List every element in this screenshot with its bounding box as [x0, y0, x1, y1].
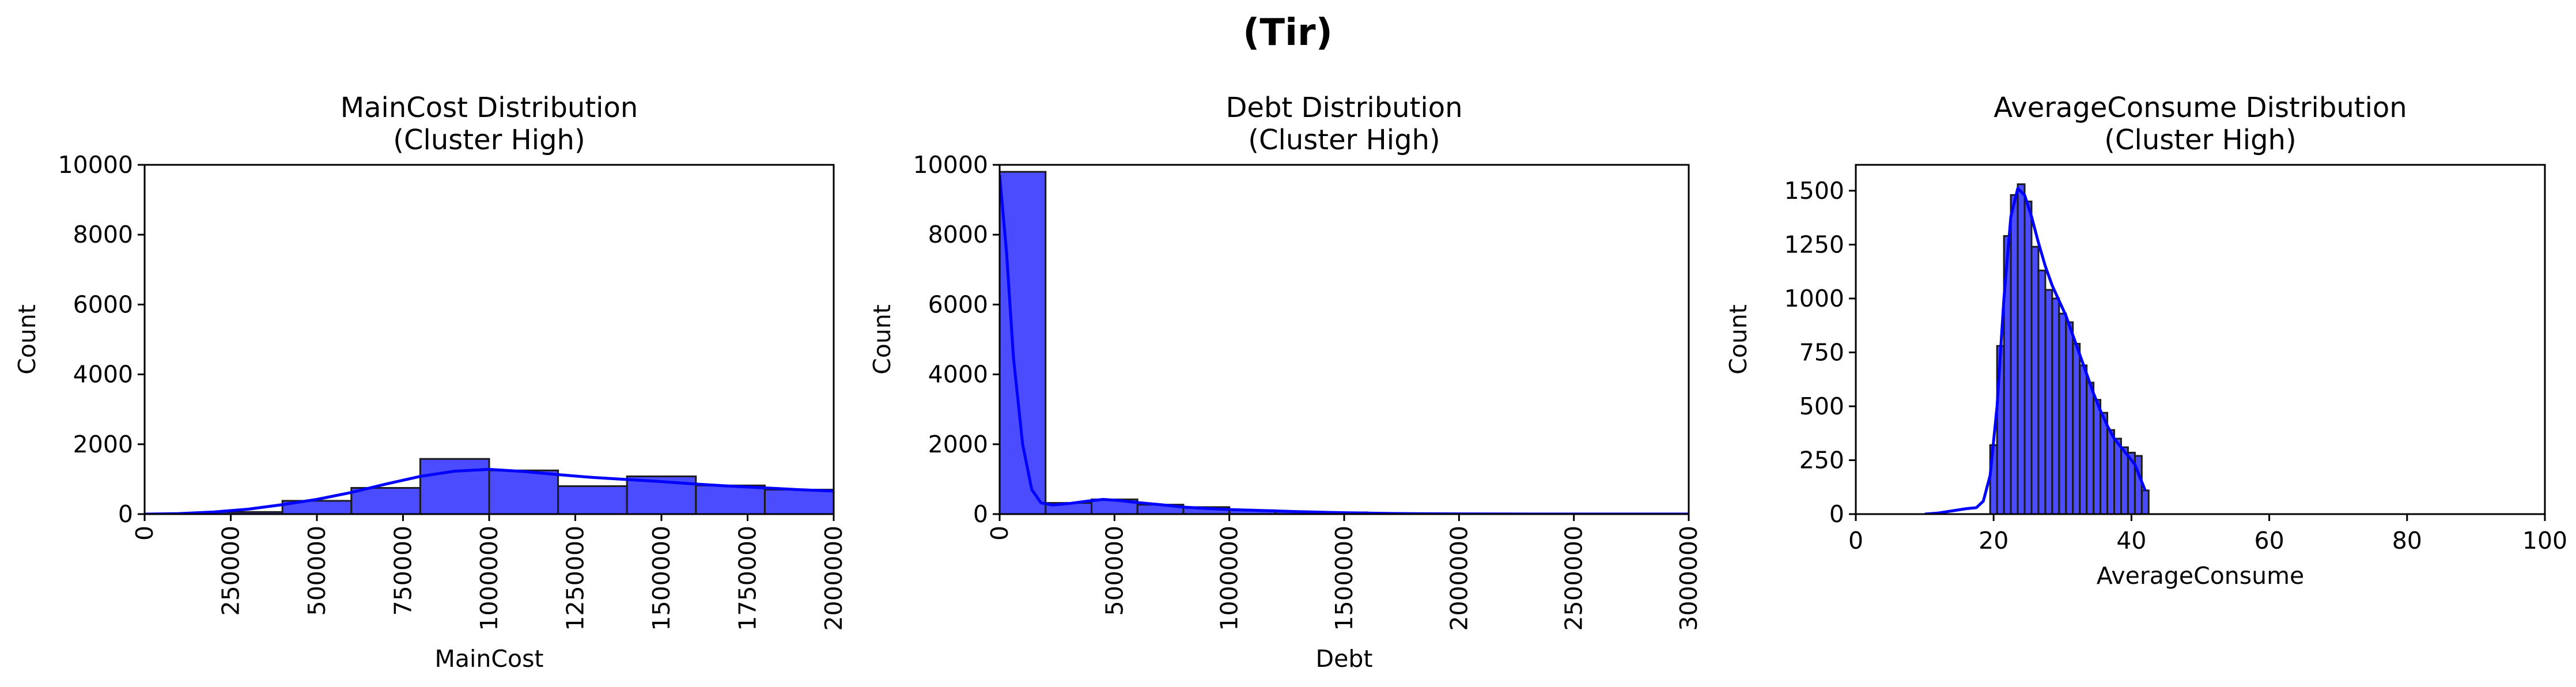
y-tick-label: 6000 — [73, 290, 133, 318]
x-tick-label: 0 — [131, 526, 158, 541]
y-tick-label: 250 — [1799, 446, 1844, 474]
x-tick-label: 80 — [2392, 527, 2422, 554]
plot-area — [1924, 183, 2150, 514]
histogram-bar — [2044, 289, 2053, 514]
x-tick-label: 100 — [2522, 527, 2567, 554]
histogram-bar — [2079, 364, 2088, 514]
histogram-bar — [2010, 194, 2019, 514]
y-tick-label: 500 — [1799, 392, 1844, 420]
y-tick-label: 0 — [973, 500, 988, 528]
x-tick-label: 2000000 — [1445, 526, 1473, 631]
y-tick-label: 6000 — [928, 290, 988, 318]
figure-title: (Tir) — [1243, 12, 1333, 54]
plot-area — [145, 458, 834, 514]
axes-frame — [998, 164, 1690, 515]
x-tick-label: 0 — [986, 526, 1013, 541]
histogram-bar — [2093, 399, 2102, 514]
histogram-bar — [419, 458, 490, 514]
histogram-bar — [2065, 321, 2074, 514]
x-tick-label: 1000000 — [475, 526, 503, 631]
chart-title-line: (Cluster High) — [2104, 124, 2296, 156]
y-tick-label: 8000 — [73, 221, 133, 248]
x-tick-label: 20 — [1979, 527, 2008, 554]
histogram-bar — [557, 485, 628, 514]
histogram-bar — [2106, 429, 2116, 514]
chart-3: AverageConsume Distribution(Cluster High… — [1724, 92, 2567, 590]
x-tick-label: 1250000 — [562, 526, 589, 631]
x-tick-label: 1500000 — [1330, 526, 1358, 631]
kde-line — [1924, 187, 2147, 514]
y-axis-label: Count — [868, 304, 896, 375]
histogram-bar — [2037, 269, 2047, 514]
chart-1: MainCost Distribution(Cluster High) 0 2000… — [13, 92, 848, 673]
x-axis-label: MainCost — [434, 645, 543, 673]
x-axis-label: AverageConsume — [2097, 562, 2305, 590]
y-tick-label: 8000 — [928, 221, 988, 248]
histogram-bar — [2140, 489, 2150, 514]
histogram-bar — [695, 484, 766, 514]
y-tick-label: 10000 — [913, 151, 988, 179]
y-axis-label: Count — [13, 304, 41, 375]
histogram-bar — [2086, 382, 2095, 514]
histogram-bar — [2023, 201, 2033, 514]
histogram-bar — [2072, 342, 2081, 514]
axes-frame — [1855, 164, 2546, 515]
x-tick-label: 500000 — [1100, 526, 1128, 616]
histogram-bar — [2113, 437, 2122, 514]
x-tick-label: 60 — [2255, 527, 2284, 554]
histogram-bar — [2058, 312, 2067, 514]
chart-2: Debt Distribution(Cluster High) 0 2000 4000… — [868, 92, 1703, 673]
y-tick-label: 0 — [118, 500, 133, 528]
x-tick-label: 2500000 — [1560, 526, 1588, 631]
histogram-bar — [488, 469, 559, 514]
y-axis-label: Count — [1724, 304, 1752, 375]
x-axis-label: Debt — [1316, 645, 1373, 673]
histogram-bar — [1000, 171, 1047, 514]
histogram-bar — [2100, 412, 2109, 514]
y-tick-label: 1250 — [1784, 231, 1844, 258]
x-tick-label: 1000000 — [1216, 526, 1243, 631]
chart-title-line: Debt Distribution — [1225, 92, 1462, 124]
plot-area — [1000, 171, 1689, 514]
y-tick-label: 4000 — [928, 361, 988, 388]
kde-line — [1000, 175, 1689, 514]
histogram-bar — [350, 487, 421, 514]
chart-panels: MainCost Distribution(Cluster High)02000… — [13, 92, 2567, 673]
y-tick-label: 750 — [1799, 338, 1844, 366]
x-tick-label: 3000000 — [1675, 526, 1703, 631]
y-tick-label: 1000 — [1784, 285, 1844, 312]
histogram-bar — [2017, 183, 2026, 514]
kde-line — [145, 467, 834, 514]
x-tick-label: 0 — [1848, 527, 1863, 554]
x-tick-label: 750000 — [389, 526, 417, 616]
x-tick-label: 1750000 — [734, 526, 762, 631]
x-tick-label: 250000 — [217, 526, 245, 616]
y-tick-label: 2000 — [73, 431, 133, 458]
y-tick-label: 2000 — [928, 431, 988, 458]
x-tick-label: 500000 — [303, 526, 331, 616]
chart-title-line: AverageConsume Distribution — [1994, 92, 2407, 124]
chart-title-line: MainCost Distribution — [341, 92, 638, 124]
x-tick-label: 1500000 — [648, 526, 675, 631]
y-tick-label: 4000 — [73, 361, 133, 388]
y-tick-label: 0 — [1829, 500, 1844, 528]
histogram-bar — [2051, 297, 2060, 514]
x-tick-label: 40 — [2116, 527, 2146, 554]
chart-title-line: (Cluster High) — [1248, 124, 1440, 156]
x-tick-label: 2000000 — [820, 526, 848, 631]
y-tick-label: 10000 — [58, 151, 133, 179]
histogram-bar — [2120, 446, 2129, 514]
histogram-bar — [2030, 246, 2040, 514]
histogram-bar — [763, 489, 834, 514]
chart-title-line: (Cluster High) — [393, 124, 585, 156]
y-tick-label: 1500 — [1784, 177, 1844, 205]
